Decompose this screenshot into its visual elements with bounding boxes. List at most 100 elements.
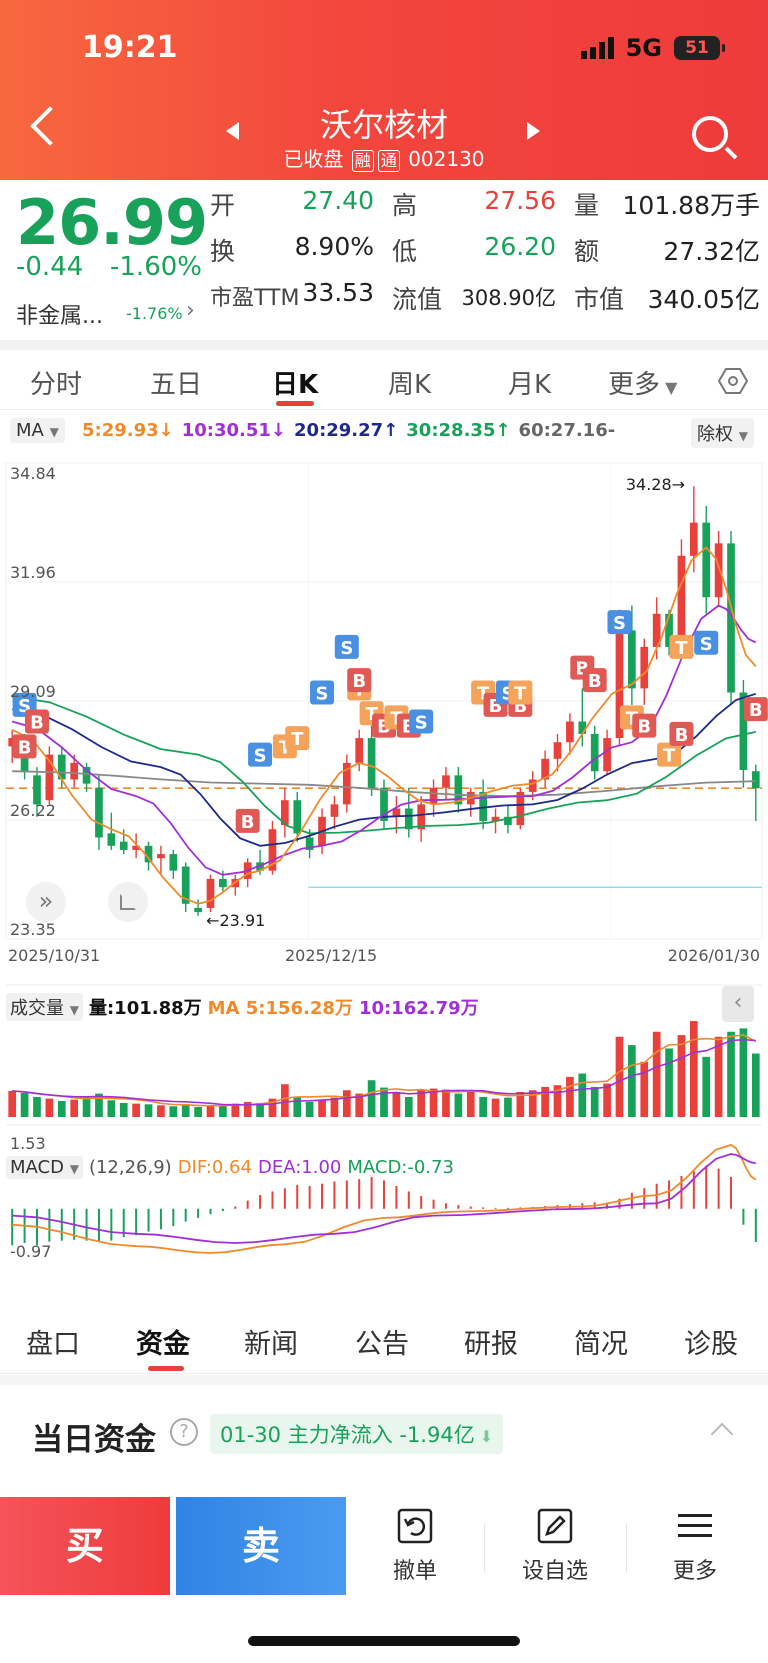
signal-icon xyxy=(580,37,614,59)
volume-bar xyxy=(219,1104,227,1117)
macd-selector[interactable]: MACD ▼ xyxy=(6,1156,83,1179)
tab-daily-k[interactable]: 日K xyxy=(272,370,319,400)
ma-selector-label: MA xyxy=(16,420,44,441)
signal-marker-label: S xyxy=(613,613,626,634)
signal-marker-label: T xyxy=(291,729,304,750)
volume-ma10: 10:162.79万 xyxy=(358,998,479,1019)
volume-bar xyxy=(45,1098,54,1117)
expand-icon[interactable]: » xyxy=(26,882,66,922)
candle-body xyxy=(628,630,636,689)
sector-name[interactable]: 非金属... xyxy=(16,304,103,329)
candle-body xyxy=(491,816,500,821)
volume-bar xyxy=(169,1106,178,1117)
divider xyxy=(484,1523,485,1573)
high-value: 27.56 xyxy=(484,186,556,215)
candle-body xyxy=(479,791,487,821)
ma60-value: 60:27.16- xyxy=(518,420,616,441)
active-tab-underline xyxy=(276,401,314,406)
edit-icon xyxy=(537,1508,573,1544)
signal-marker-label: B xyxy=(18,737,32,758)
volume-bar xyxy=(590,1086,599,1117)
candle-body xyxy=(541,758,549,780)
candle-body xyxy=(144,845,153,863)
tab-five-day[interactable]: 五日 xyxy=(150,370,203,400)
volume-bar xyxy=(615,1036,624,1117)
open-value: 27.40 xyxy=(302,186,374,215)
candle-body xyxy=(181,866,190,904)
chevron-up-icon[interactable] xyxy=(710,1422,734,1446)
signal-marker-label: B xyxy=(352,671,366,692)
volume-header: 成交量 ▼ 量:101.88万 MA 5:156.28万 10:162.79万 xyxy=(6,993,479,1021)
collapse-panel-icon[interactable]: ‹ xyxy=(722,986,754,1022)
volume-bar xyxy=(652,1031,661,1117)
tab-diagnosis[interactable]: 诊股 xyxy=(684,1329,738,1360)
adjust-selector[interactable]: 除权 ▼ xyxy=(691,418,754,448)
cancel-order-button[interactable]: 撤单 xyxy=(360,1507,470,1585)
tab-more[interactable]: 更多 ▼ xyxy=(608,364,677,401)
volume-bar xyxy=(541,1086,549,1117)
ma-selector[interactable]: MA ▼ xyxy=(10,418,65,443)
header: 19:21 5G 51 沃尔核材 已收盘 融通 002130 xyxy=(0,0,768,180)
signal-marker xyxy=(508,680,533,705)
volume-bar xyxy=(429,1088,438,1117)
ma20-value: 20:29.27↑ xyxy=(294,420,399,441)
chevron-right-icon[interactable]: › xyxy=(186,298,195,323)
volume-bar xyxy=(702,1056,711,1117)
signal-marker-label: S xyxy=(700,634,713,655)
ma10-value: 10:30.51↓ xyxy=(181,420,287,441)
candle-body xyxy=(268,829,277,871)
more-button[interactable]: 更多 xyxy=(640,1507,750,1585)
candle-body xyxy=(677,555,686,647)
tab-weekly-k[interactable]: 周K xyxy=(388,370,432,400)
prev-stock-icon[interactable] xyxy=(226,122,239,140)
menu-icon xyxy=(678,1514,712,1537)
volume-selector[interactable]: 成交量 ▼ xyxy=(6,993,83,1021)
volume-bar xyxy=(82,1097,91,1117)
candle-body xyxy=(367,738,376,788)
signal-marker-label: S xyxy=(340,638,353,659)
volume-bar xyxy=(8,1090,17,1117)
candle-body xyxy=(95,787,103,838)
volume-bar xyxy=(553,1085,562,1117)
search-icon[interactable] xyxy=(692,116,728,152)
tab-profile[interactable]: 简况 xyxy=(574,1329,628,1360)
sell-button[interactable]: 卖 xyxy=(176,1497,346,1595)
amount-value: 27.32亿 xyxy=(663,237,760,266)
buy-button[interactable]: 买 xyxy=(0,1497,170,1595)
candle-body xyxy=(714,543,723,598)
high-annotation: 34.28→ xyxy=(626,475,685,494)
divider xyxy=(626,1523,627,1573)
signal-marker-label: S xyxy=(415,713,428,734)
tab-announcements[interactable]: 公告 xyxy=(355,1329,409,1360)
candle-body xyxy=(8,738,17,747)
turnover-value: 8.90% xyxy=(294,232,374,261)
fullscreen-icon[interactable] xyxy=(108,882,148,922)
next-stock-icon[interactable] xyxy=(527,122,540,140)
tab-funds[interactable]: 资金 xyxy=(136,1329,190,1360)
battery-icon: 51 xyxy=(674,36,725,60)
signal-marker xyxy=(334,634,359,659)
tab-order-book[interactable]: 盘口 xyxy=(26,1329,80,1360)
undo-icon xyxy=(397,1508,433,1544)
tab-news[interactable]: 新闻 xyxy=(244,1329,298,1360)
candle-body xyxy=(578,721,587,734)
volume-bar xyxy=(243,1101,252,1117)
stock-chart[interactable]: SBBBSTTSSTBTBTBSTBSBTBBSTBTBTSB 34.8431.… xyxy=(0,455,768,1310)
status-time: 19:21 xyxy=(82,30,178,65)
macd-dea-line xyxy=(12,1153,756,1244)
volume-bar xyxy=(739,1028,748,1117)
settings-icon[interactable] xyxy=(718,366,748,396)
volume-bar xyxy=(442,1089,450,1117)
add-watchlist-button[interactable]: 设自选 xyxy=(500,1507,610,1585)
signal-marker-label: B xyxy=(241,812,255,833)
volume-bar xyxy=(417,1090,426,1117)
adjust-label: 除权 xyxy=(697,424,734,445)
current-price: 26.99 xyxy=(16,186,208,259)
signal-marker xyxy=(248,742,273,767)
tab-monthly-k[interactable]: 月K xyxy=(508,370,552,400)
tab-intraday[interactable]: 分时 xyxy=(30,370,83,400)
info-tabs: 盘口 资金 新闻 公告 研报 简况 诊股 xyxy=(0,1308,768,1374)
tab-research[interactable]: 研报 xyxy=(464,1329,518,1360)
help-icon[interactable]: ? xyxy=(170,1418,198,1446)
signal-marker xyxy=(310,680,335,705)
